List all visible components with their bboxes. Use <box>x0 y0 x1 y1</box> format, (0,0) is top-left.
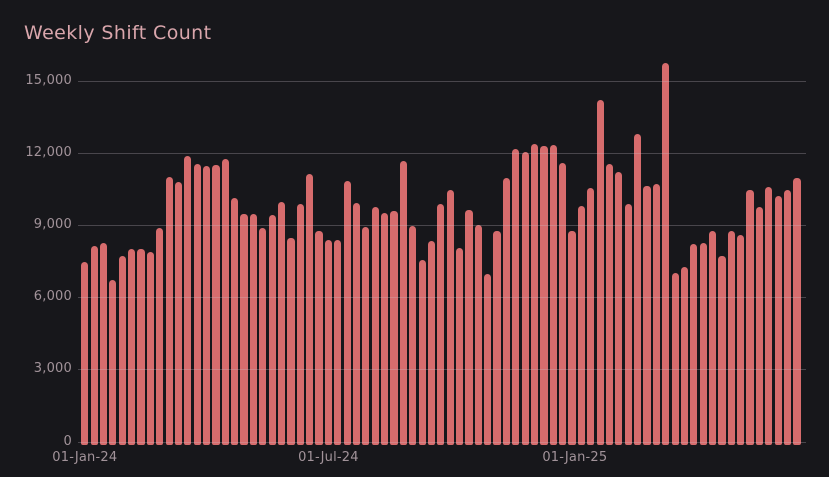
bar[interactable] <box>287 237 295 445</box>
bar[interactable] <box>324 239 332 445</box>
bar[interactable] <box>643 186 651 445</box>
bar[interactable] <box>587 187 595 445</box>
bar[interactable] <box>128 249 136 445</box>
bar[interactable] <box>737 235 745 445</box>
bar[interactable] <box>652 183 660 445</box>
y-axis-tick-label: 12,000 <box>25 144 72 160</box>
bar[interactable] <box>708 231 717 445</box>
bar[interactable] <box>259 227 267 445</box>
x-axis-tick-label: 01-Jan-25 <box>542 450 608 465</box>
bar[interactable] <box>746 189 754 445</box>
bar[interactable] <box>559 162 567 445</box>
gridline <box>78 441 806 443</box>
y-axis-tick-label: 0 <box>63 433 72 449</box>
gridline <box>78 224 806 226</box>
bar[interactable] <box>530 143 539 445</box>
bar[interactable] <box>174 181 183 445</box>
bar[interactable] <box>765 186 773 445</box>
bar[interactable] <box>118 255 126 445</box>
bar[interactable] <box>484 274 492 445</box>
x-axis-tick-label: 01-Jul-24 <box>298 450 359 465</box>
bar[interactable] <box>352 202 361 445</box>
bar[interactable] <box>521 151 529 445</box>
bar[interactable] <box>156 228 164 445</box>
bar[interactable] <box>446 189 454 445</box>
bar[interactable] <box>755 206 764 445</box>
bar[interactable] <box>81 261 89 445</box>
bar[interactable] <box>774 195 782 445</box>
bar[interactable] <box>362 226 370 445</box>
bar[interactable] <box>634 134 642 445</box>
bar[interactable] <box>212 165 220 445</box>
bar[interactable] <box>540 145 548 445</box>
bar[interactable] <box>240 214 248 445</box>
bar[interactable] <box>493 231 501 445</box>
bar[interactable] <box>615 171 623 445</box>
bar[interactable] <box>465 210 473 445</box>
chart-title: Weekly Shift Count <box>24 22 212 44</box>
bar[interactable] <box>474 224 482 445</box>
bar[interactable] <box>184 156 192 445</box>
y-axis-tick-label: 15,000 <box>25 72 72 88</box>
bar[interactable] <box>371 206 379 445</box>
bar[interactable] <box>268 214 276 445</box>
bar[interactable] <box>577 205 585 445</box>
y-axis-tick-label: 6,000 <box>33 289 72 305</box>
bar[interactable] <box>671 272 679 445</box>
bar[interactable] <box>165 176 173 445</box>
bar[interactable] <box>437 204 445 445</box>
bar[interactable] <box>718 255 726 445</box>
bar[interactable] <box>390 211 398 445</box>
gridline <box>78 152 806 154</box>
bar[interactable] <box>381 213 389 445</box>
bar[interactable] <box>502 178 511 445</box>
bar[interactable] <box>427 241 436 445</box>
bar[interactable] <box>90 246 98 445</box>
bar[interactable] <box>193 164 201 445</box>
y-axis-tick-label: 3,000 <box>33 361 72 377</box>
bar[interactable] <box>221 159 229 445</box>
bar[interactable] <box>399 161 407 445</box>
gridline <box>78 369 806 371</box>
bar[interactable] <box>596 99 604 445</box>
bar[interactable] <box>99 243 108 445</box>
bar[interactable] <box>568 231 576 445</box>
bar[interactable] <box>624 204 632 445</box>
bar[interactable] <box>231 198 239 445</box>
bar[interactable] <box>690 244 698 445</box>
bar[interactable] <box>549 144 557 445</box>
bar[interactable] <box>306 174 314 445</box>
bar[interactable] <box>315 231 323 445</box>
bar[interactable] <box>605 163 614 445</box>
bar[interactable] <box>334 239 342 445</box>
gridline <box>78 297 806 299</box>
bar[interactable] <box>343 181 351 445</box>
bar[interactable] <box>699 242 707 445</box>
bar[interactable] <box>409 225 417 445</box>
bar[interactable] <box>418 259 426 445</box>
bar[interactable] <box>137 249 145 445</box>
bar[interactable] <box>456 247 464 445</box>
x-axis-tick-label: 01-Jan-24 <box>52 450 118 465</box>
bar[interactable] <box>662 63 670 445</box>
y-axis-tick-label: 9,000 <box>33 216 72 232</box>
bar[interactable] <box>109 280 117 445</box>
bar[interactable] <box>146 251 154 445</box>
bar[interactable] <box>680 266 689 445</box>
bar[interactable] <box>512 149 520 445</box>
bar[interactable] <box>203 166 211 445</box>
bar[interactable] <box>277 201 286 445</box>
gridline <box>78 80 806 82</box>
bar[interactable] <box>249 214 258 445</box>
bar[interactable] <box>727 231 735 445</box>
bar[interactable] <box>296 203 304 445</box>
bar[interactable] <box>783 190 792 445</box>
bar[interactable] <box>793 178 801 445</box>
